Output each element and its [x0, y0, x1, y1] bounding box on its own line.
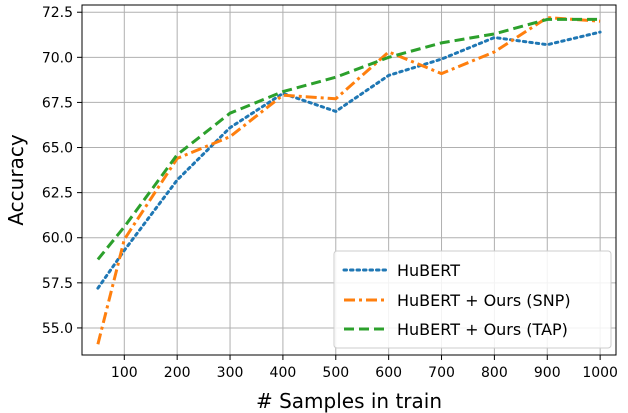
x-tick-label: 700	[428, 365, 455, 381]
x-tick-label: 300	[217, 365, 244, 381]
x-axis-title: # Samples in train	[256, 389, 442, 413]
legend-label-hubert: HuBERT	[397, 261, 460, 280]
series-line-1	[96, 16, 601, 345]
grid	[82, 5, 616, 355]
legend: HuBERT HuBERT + Ours (SNP) HuBERT + Ours…	[333, 250, 612, 349]
x-tick-label: 800	[481, 365, 508, 381]
x-tick-label: 200	[164, 365, 191, 381]
x-tick-label: 400	[270, 365, 297, 381]
x-tick-label: 500	[322, 365, 349, 381]
legend-box	[333, 250, 612, 349]
y-axis-title: Accuracy	[4, 134, 28, 225]
y-tick-label: 72.5	[42, 5, 73, 21]
ticks: 100 200 300 400 500 600 700 800 900 1000 55.0 57.5 6…	[42, 5, 618, 381]
x-tick-label: 1000	[582, 365, 618, 381]
y-tick-label: 62.5	[42, 186, 73, 202]
plot-frame	[81, 4, 617, 356]
legend-label-snp: HuBERT + Ours (SNP)	[397, 291, 571, 310]
y-tick-label: 67.5	[42, 95, 73, 111]
y-tick-label: 65.0	[42, 141, 73, 157]
legend-label-tap: HuBERT + Ours (TAP)	[397, 320, 568, 339]
x-tick-label: 100	[111, 365, 138, 381]
x-tick-label: 900	[534, 365, 561, 381]
y-tick-label: 55.0	[42, 321, 73, 337]
x-tick-label: 600	[375, 365, 402, 381]
series-lines	[96, 16, 602, 345]
y-tick-label: 70.0	[42, 50, 73, 66]
y-tick-label: 60.0	[42, 231, 73, 247]
y-tick-label: 57.5	[42, 276, 73, 292]
